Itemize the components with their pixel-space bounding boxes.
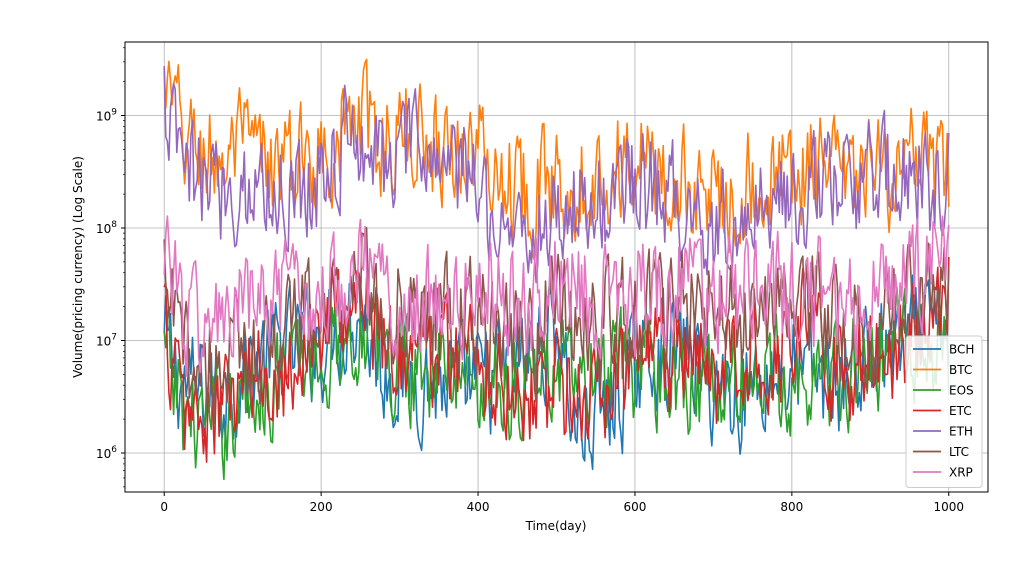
legend-label-bch: BCH	[949, 343, 974, 357]
x-axis-ticks: 0 200 400 600 800 1000	[160, 492, 964, 514]
y-tick-exponent: 6	[111, 445, 117, 455]
x-tick-label: 600	[624, 500, 647, 514]
x-tick-label: 1000	[933, 500, 964, 514]
x-tick-label: 400	[467, 500, 490, 514]
y-tick-label: 107	[96, 332, 117, 348]
x-axis-label: Time(day)	[525, 519, 587, 533]
y-tick-base: 10	[96, 447, 111, 461]
x-tick-label: 800	[780, 500, 803, 514]
y-tick-label: 108	[96, 220, 117, 236]
legend-label-eos: EOS	[949, 384, 974, 398]
y-tick-label: 109	[96, 107, 117, 123]
series-line-xrp	[163, 215, 950, 377]
legend-box	[905, 335, 983, 488]
y-tick-exponent: 7	[111, 332, 117, 342]
x-tick-label: 200	[310, 500, 333, 514]
y-tick-base: 10	[96, 334, 111, 348]
y-tick-base: 10	[96, 109, 111, 123]
y-axis-label: Volume(pricing currency) (Log Scale)	[71, 156, 85, 378]
y-tick-exponent: 8	[111, 220, 117, 230]
legend-label-eth: ETH	[949, 425, 973, 439]
legend-label-btc: BTC	[949, 363, 972, 377]
series-line-etc	[163, 256, 950, 463]
legend-label-etc: ETC	[949, 404, 972, 418]
y-tick-exponent: 9	[111, 107, 117, 117]
series-group	[163, 58, 950, 481]
legend-label-xrp: XRP	[949, 466, 973, 480]
series-line-bch	[163, 274, 950, 471]
series-line-eos	[163, 286, 950, 481]
x-tick-label: 0	[160, 500, 168, 514]
legend: BCH BTC EOS ETC ETH LTC XRP	[905, 335, 983, 488]
y-tick-label: 106	[96, 445, 117, 461]
legend-label-ltc: LTC	[949, 445, 969, 459]
series-line-eth	[163, 66, 950, 284]
plot-frame	[124, 41, 989, 493]
y-tick-base: 10	[96, 222, 111, 236]
